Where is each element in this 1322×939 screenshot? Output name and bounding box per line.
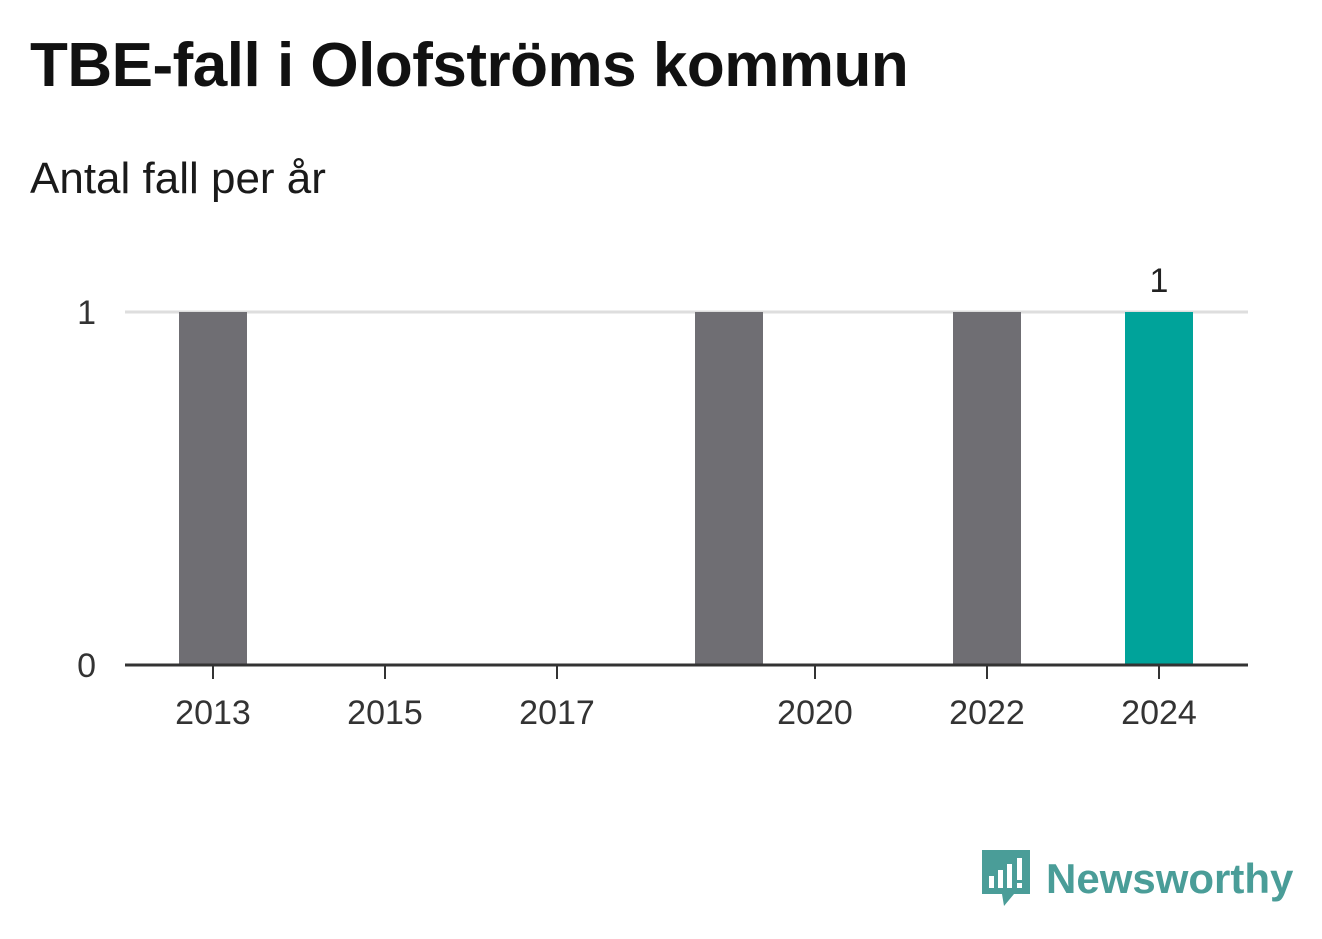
brand-logo: Newsworthy (980, 848, 1293, 910)
newsworthy-logo-icon (982, 850, 1030, 906)
bar-2022 (953, 312, 1021, 665)
y-tick-label: 0 (77, 647, 96, 685)
x-tick-label: 2020 (777, 694, 853, 732)
x-tick-label: 2013 (175, 694, 251, 732)
x-tick-label: 2015 (347, 694, 423, 732)
data-label: 1 (1150, 262, 1169, 300)
chart-title: TBE-fall i Olofströms kommun (30, 31, 909, 100)
x-tick-label: 2024 (1121, 694, 1197, 732)
x-tick-label: 2022 (949, 694, 1025, 732)
chart-subtitle: Antal fall per år (30, 154, 326, 203)
bar-2024 (1125, 312, 1193, 665)
bar-2013 (179, 312, 247, 665)
brand-name: Newsworthy (1046, 855, 1294, 902)
x-tick-label: 2017 (519, 694, 595, 732)
y-tick-label: 1 (77, 294, 96, 332)
bar-2019 (695, 312, 763, 665)
